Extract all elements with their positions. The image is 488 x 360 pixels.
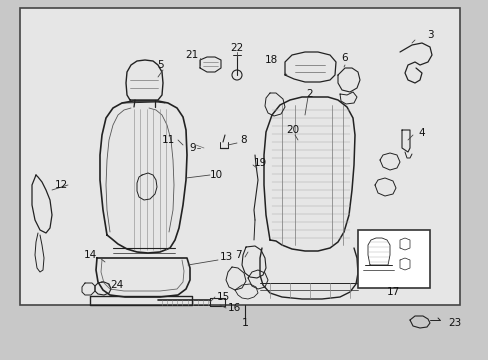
Text: 10: 10 (209, 170, 223, 180)
Text: 9: 9 (189, 143, 196, 153)
Text: 1: 1 (241, 318, 248, 328)
Text: 13: 13 (220, 252, 233, 262)
Text: 16: 16 (227, 303, 241, 313)
Text: 3: 3 (426, 30, 432, 40)
Text: 6: 6 (341, 53, 347, 63)
Text: 19: 19 (253, 158, 267, 168)
Text: 14: 14 (83, 250, 97, 260)
Text: 4: 4 (417, 128, 424, 138)
Text: 5: 5 (156, 60, 163, 70)
Text: 20: 20 (286, 125, 299, 135)
Text: 17: 17 (386, 287, 399, 297)
Bar (20, 8, 459, 305)
Text: 8: 8 (240, 135, 246, 145)
Text: 7: 7 (234, 250, 241, 260)
Text: 2: 2 (306, 89, 313, 99)
Text: 23: 23 (447, 318, 460, 328)
Text: 15: 15 (217, 292, 230, 302)
Text: 12: 12 (55, 180, 68, 190)
Text: 18: 18 (264, 55, 278, 65)
Text: 24: 24 (110, 280, 123, 290)
Text: 11: 11 (162, 135, 175, 145)
Text: 21: 21 (184, 50, 198, 60)
Bar (357, 230, 429, 288)
Text: 22: 22 (230, 43, 243, 53)
